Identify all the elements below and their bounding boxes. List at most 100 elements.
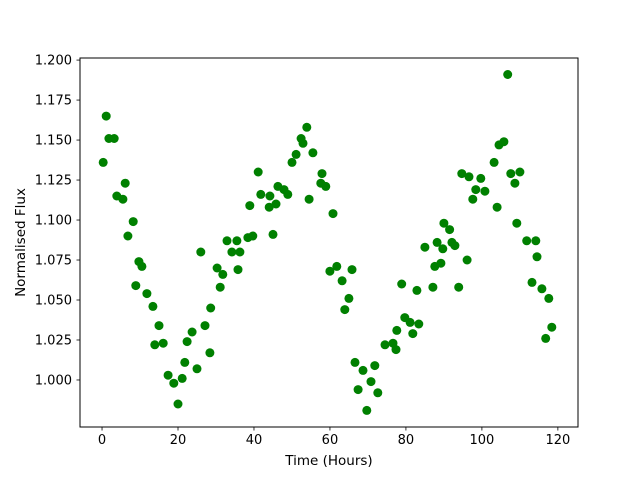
y-tick-label: 1.150 — [35, 134, 72, 149]
data-point — [353, 385, 363, 395]
data-point — [268, 229, 278, 239]
data-point — [173, 399, 183, 409]
x-tick-label: 20 — [170, 433, 187, 448]
data-point — [212, 263, 222, 273]
data-point — [283, 189, 293, 199]
data-point — [438, 244, 448, 254]
data-point — [154, 321, 164, 331]
data-point — [515, 167, 525, 177]
data-point — [304, 194, 314, 204]
data-point — [506, 169, 516, 179]
x-tick-label: 60 — [322, 433, 339, 448]
data-point — [527, 277, 537, 287]
data-point — [256, 189, 266, 199]
data-point — [248, 231, 258, 241]
x-axis-label: Time (Hours) — [284, 453, 372, 469]
data-point — [350, 357, 360, 367]
data-point — [253, 167, 263, 177]
x-tick-label: 0 — [98, 433, 106, 448]
data-point — [476, 173, 486, 183]
data-point — [503, 70, 513, 79]
data-point — [180, 357, 190, 367]
data-point — [373, 388, 383, 398]
data-point — [291, 149, 301, 159]
data-point — [325, 266, 335, 276]
data-point — [200, 321, 210, 331]
data-point — [522, 236, 532, 246]
data-point — [397, 279, 407, 289]
data-point — [271, 199, 281, 209]
data-point — [287, 157, 297, 167]
data-point — [439, 218, 449, 228]
data-point — [499, 137, 509, 147]
data-point — [480, 186, 490, 196]
data-point — [215, 282, 225, 292]
data-point — [340, 305, 350, 315]
data-point — [302, 122, 312, 132]
data-point — [150, 340, 160, 350]
data-point — [532, 252, 542, 262]
data-point — [142, 289, 152, 299]
data-point — [235, 247, 245, 257]
data-point — [420, 242, 430, 252]
data-point — [163, 370, 173, 380]
data-point — [412, 285, 422, 295]
data-point — [462, 255, 472, 265]
data-point — [177, 373, 187, 383]
y-tick-label: 1.025 — [35, 333, 72, 348]
y-tick-label: 1.000 — [35, 373, 72, 388]
data-point — [432, 237, 442, 247]
data-point — [445, 225, 455, 235]
data-point — [347, 265, 357, 275]
data-point — [158, 338, 168, 348]
data-point — [328, 209, 338, 219]
data-point — [547, 322, 557, 332]
data-point — [512, 218, 522, 228]
data-point — [120, 178, 130, 188]
data-point — [187, 327, 197, 337]
data-point — [233, 265, 243, 275]
data-point — [468, 194, 478, 204]
data-point — [391, 345, 401, 355]
data-point — [344, 293, 354, 303]
data-point — [308, 148, 318, 158]
data-point — [137, 261, 147, 271]
data-point — [232, 236, 242, 246]
y-tick-label: 1.125 — [35, 174, 72, 189]
data-point — [414, 319, 424, 329]
data-point — [98, 157, 108, 167]
x-tick-label: 100 — [469, 433, 494, 448]
data-point — [428, 282, 438, 292]
y-tick-label: 1.175 — [35, 94, 72, 109]
data-point — [222, 236, 232, 246]
data-point — [131, 281, 141, 291]
data-point — [362, 405, 372, 415]
data-point — [531, 236, 541, 246]
data-point — [317, 169, 327, 179]
data-point — [510, 178, 520, 188]
data-point — [337, 276, 347, 286]
data-point — [537, 284, 547, 294]
x-tick-label: 80 — [398, 433, 415, 448]
data-point — [182, 337, 192, 347]
data-point — [492, 202, 502, 212]
plot-frame — [79, 57, 579, 428]
x-tick-label: 120 — [545, 433, 570, 448]
data-point — [332, 261, 342, 271]
data-point — [457, 169, 467, 179]
data-point — [109, 134, 119, 143]
data-point — [192, 364, 202, 374]
data-point — [206, 303, 216, 313]
y-tick-label: 1.200 — [35, 54, 72, 69]
data-point — [358, 365, 368, 375]
data-point — [118, 194, 128, 204]
data-point — [405, 317, 415, 327]
data-point — [321, 181, 331, 191]
data-point — [489, 157, 499, 167]
data-point — [123, 231, 133, 241]
data-point — [471, 185, 481, 195]
data-point — [298, 138, 308, 148]
